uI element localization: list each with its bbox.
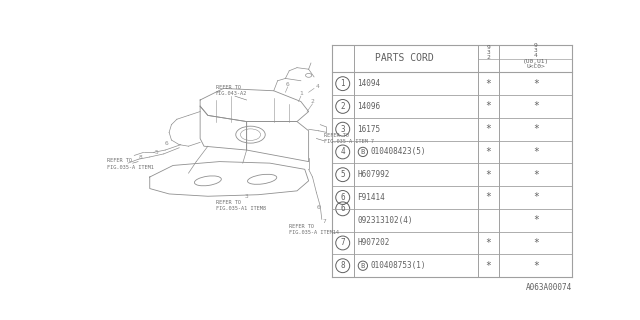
Text: *: * [486,147,492,157]
Text: 9
3
4: 9 3 4 [534,43,538,58]
Text: *: * [532,170,539,180]
Text: 6: 6 [340,204,345,213]
Text: 2: 2 [310,99,314,104]
Text: 1: 1 [299,91,303,96]
Text: 5: 5 [340,170,345,179]
Text: 16175: 16175 [358,125,381,134]
Text: 6: 6 [165,141,169,146]
Text: 1: 1 [340,79,345,88]
Text: 8: 8 [139,155,142,160]
Text: *: * [532,124,539,134]
Text: *: * [486,238,492,248]
Text: U<C0>: U<C0> [526,64,545,69]
Text: 4: 4 [340,148,345,156]
Text: 5: 5 [154,150,158,155]
Text: 6: 6 [340,193,345,202]
Text: *: * [486,261,492,271]
Text: REFER TO
FIG.035-A ITEM14: REFER TO FIG.035-A ITEM14 [289,224,339,235]
Text: *: * [532,215,539,225]
Text: REFER TO
FIG.035-A ITEM 7: REFER TO FIG.035-A ITEM 7 [324,133,374,144]
Text: 14094: 14094 [358,79,381,88]
Text: REFER TO
FIG.035-A1 ITEM8: REFER TO FIG.035-A1 ITEM8 [216,200,266,211]
Text: 3: 3 [340,125,345,134]
Text: 6: 6 [286,82,289,87]
Text: H907202: H907202 [358,238,390,247]
Text: *: * [532,261,539,271]
Text: *: * [486,192,492,203]
Text: *: * [532,192,539,203]
Text: A063A00074: A063A00074 [526,283,572,292]
Text: REFER TO
FIG.043-A2: REFER TO FIG.043-A2 [216,85,247,96]
Text: 8: 8 [340,261,345,270]
Text: H607992: H607992 [358,170,390,179]
Text: 2: 2 [340,102,345,111]
Text: 7: 7 [323,219,326,224]
Text: 9
3
2: 9 3 2 [486,45,490,60]
Text: F91414: F91414 [358,193,385,202]
Text: *: * [486,170,492,180]
Text: 092313102(4): 092313102(4) [358,216,413,225]
Text: *: * [532,79,539,89]
Text: 7: 7 [340,238,345,247]
Text: *: * [532,101,539,111]
Text: 010408753(1): 010408753(1) [371,261,426,270]
Text: B: B [361,149,365,155]
Text: 4: 4 [316,84,319,89]
Text: *: * [532,238,539,248]
Text: *: * [486,101,492,111]
Text: 14096: 14096 [358,102,381,111]
Text: PARTS CORD: PARTS CORD [375,53,434,63]
Text: REFER TO
FIG.035-A ITEM1: REFER TO FIG.035-A ITEM1 [107,158,154,170]
Text: 3: 3 [244,194,248,199]
Text: 6: 6 [317,205,321,210]
Text: (U0,U1): (U0,U1) [523,59,549,64]
Text: 010408423(5): 010408423(5) [371,148,426,156]
Text: B: B [361,263,365,269]
Text: *: * [532,147,539,157]
Text: *: * [486,124,492,134]
Text: *: * [486,79,492,89]
